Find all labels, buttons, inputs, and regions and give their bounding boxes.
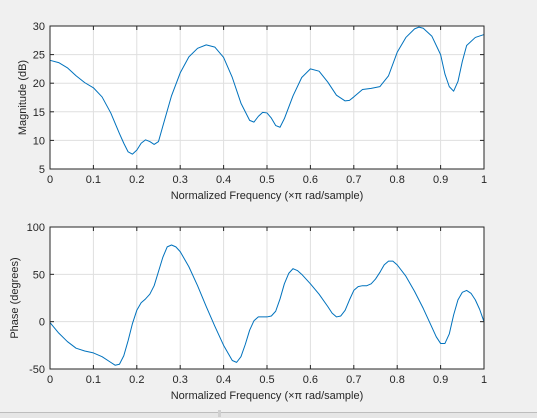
window-resize-notch: [218, 410, 221, 417]
x-tick-label: 0.2: [129, 374, 144, 386]
x-tick-label: 0.2: [129, 174, 144, 186]
x-tick-label: 0.9: [433, 374, 448, 386]
x-tick-label: 0.8: [390, 174, 405, 186]
y-tick-label: -50: [29, 364, 45, 376]
x-tick-label: 0.5: [259, 174, 274, 186]
x-tick-label: 0.4: [216, 374, 231, 386]
y-tick-label: 20: [33, 78, 45, 90]
y-tick-label: 50: [33, 269, 45, 281]
x-axis-label: Normalized Frequency (×π rad/sample): [171, 190, 364, 202]
x-tick-label: 0.1: [86, 374, 101, 386]
y-tick-label: 5: [39, 164, 45, 176]
x-axis-label: Normalized Frequency (×π rad/sample): [171, 390, 364, 402]
x-tick-label: 0: [47, 174, 53, 186]
x-tick-label: 0.5: [259, 374, 274, 386]
x-tick-label: 0.4: [216, 174, 231, 186]
x-tick-label: 0.7: [346, 374, 361, 386]
magnitude-response-line: [49, 26, 485, 155]
y-axis-label: Phase (degrees): [9, 257, 21, 338]
y-tick-label: 30: [33, 21, 45, 33]
y-tick-label: 100: [27, 222, 45, 234]
x-tick-label: 1: [481, 374, 487, 386]
window-bottom-edge: [0, 412, 537, 418]
x-tick-label: 1: [481, 174, 487, 186]
y-tick-label: 25: [33, 50, 45, 62]
x-tick-label: 0.3: [173, 174, 188, 186]
y-tick-label: 10: [33, 135, 45, 147]
phase-response-line: [49, 244, 485, 366]
x-tick-label: 0.9: [433, 174, 448, 186]
x-tick-label: 0.7: [346, 174, 361, 186]
x-tick-label: 0.3: [173, 374, 188, 386]
x-tick-label: 0.6: [303, 174, 318, 186]
y-tick-label: 0: [39, 317, 45, 329]
x-tick-label: 0.6: [303, 374, 318, 386]
x-tick-label: 0: [47, 374, 53, 386]
y-axis-label: Magnitude (dB): [17, 60, 29, 135]
x-tick-label: 0.1: [86, 174, 101, 186]
y-tick-label: 15: [33, 107, 45, 119]
phase-subplot: 0 0.1 0.2 0.3 0.4 0.5 0.6 0.7 0.8 0.9 1-50050100No…: [9, 222, 487, 402]
x-tick-label: 0.8: [390, 374, 405, 386]
magnitude-subplot: 0 0.1 0.2 0.3 0.4 0.5 0.6 0.7 0.8 0.9 151015202530…: [17, 21, 487, 202]
